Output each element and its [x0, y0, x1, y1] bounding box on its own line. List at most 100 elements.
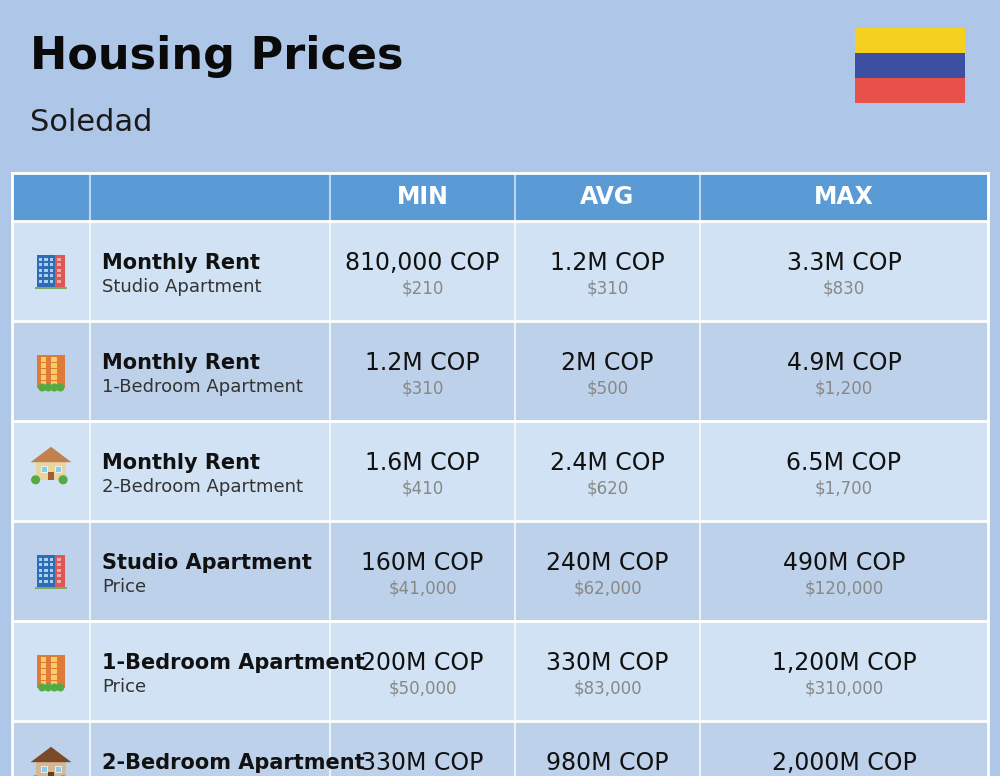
FancyBboxPatch shape	[12, 221, 988, 321]
FancyBboxPatch shape	[44, 558, 48, 560]
FancyBboxPatch shape	[37, 555, 55, 587]
FancyBboxPatch shape	[51, 363, 57, 368]
FancyBboxPatch shape	[41, 675, 46, 680]
Circle shape	[39, 384, 46, 391]
FancyBboxPatch shape	[39, 558, 42, 560]
FancyBboxPatch shape	[44, 569, 48, 572]
FancyBboxPatch shape	[41, 681, 46, 686]
FancyBboxPatch shape	[44, 258, 48, 261]
Text: 330M COP: 330M COP	[546, 651, 669, 675]
Text: $310: $310	[401, 380, 444, 398]
FancyBboxPatch shape	[44, 268, 48, 272]
FancyBboxPatch shape	[41, 357, 46, 362]
Text: $500: $500	[586, 380, 629, 398]
Text: 4.9M COP: 4.9M COP	[787, 351, 901, 375]
FancyBboxPatch shape	[855, 28, 965, 53]
FancyBboxPatch shape	[51, 657, 57, 662]
Circle shape	[45, 684, 52, 691]
FancyBboxPatch shape	[39, 268, 42, 272]
Text: 1.2M COP: 1.2M COP	[365, 351, 480, 375]
FancyBboxPatch shape	[41, 382, 46, 386]
FancyBboxPatch shape	[51, 376, 57, 379]
FancyBboxPatch shape	[55, 555, 65, 587]
Text: 2M COP: 2M COP	[561, 351, 654, 375]
Text: $1,700: $1,700	[815, 480, 873, 498]
Text: 980M COP: 980M COP	[546, 751, 669, 775]
Text: $62,000: $62,000	[573, 580, 642, 598]
Text: 490M COP: 490M COP	[783, 551, 905, 575]
Text: 6.5M COP: 6.5M COP	[786, 451, 902, 475]
Text: Monthly Rent: Monthly Rent	[102, 253, 260, 273]
FancyBboxPatch shape	[39, 580, 42, 583]
Text: 1-Bedroom Apartment: 1-Bedroom Apartment	[102, 653, 365, 673]
FancyBboxPatch shape	[57, 563, 61, 566]
FancyBboxPatch shape	[41, 670, 46, 674]
FancyBboxPatch shape	[12, 173, 988, 221]
FancyBboxPatch shape	[39, 574, 42, 577]
FancyBboxPatch shape	[37, 355, 65, 387]
FancyBboxPatch shape	[36, 462, 66, 480]
Circle shape	[51, 384, 58, 391]
FancyBboxPatch shape	[12, 621, 988, 721]
Text: $410: $410	[401, 480, 444, 498]
Polygon shape	[31, 747, 71, 762]
FancyBboxPatch shape	[39, 263, 42, 266]
Text: $310,000: $310,000	[804, 680, 884, 698]
Text: 1-Bedroom Apartment: 1-Bedroom Apartment	[102, 378, 303, 396]
FancyBboxPatch shape	[50, 569, 53, 572]
FancyBboxPatch shape	[12, 421, 988, 521]
Text: $210: $210	[401, 280, 444, 298]
FancyBboxPatch shape	[12, 521, 988, 621]
FancyBboxPatch shape	[51, 675, 57, 680]
Text: 3.3M COP: 3.3M COP	[787, 251, 901, 275]
FancyBboxPatch shape	[51, 670, 57, 674]
FancyBboxPatch shape	[44, 274, 48, 277]
FancyBboxPatch shape	[57, 258, 61, 261]
Text: 330M COP: 330M COP	[361, 751, 484, 775]
FancyBboxPatch shape	[41, 466, 47, 472]
Text: $50,000: $50,000	[388, 680, 457, 698]
FancyBboxPatch shape	[44, 263, 48, 266]
Text: 200M COP: 200M COP	[361, 651, 484, 675]
FancyBboxPatch shape	[50, 558, 53, 560]
Text: MAX: MAX	[814, 185, 874, 209]
Text: 2-Bedroom Apartment: 2-Bedroom Apartment	[102, 753, 365, 773]
FancyBboxPatch shape	[57, 558, 61, 560]
Text: Price: Price	[102, 678, 146, 696]
Text: 2-Bedroom Apartment: 2-Bedroom Apartment	[102, 478, 303, 496]
FancyBboxPatch shape	[50, 268, 53, 272]
Text: $41,000: $41,000	[388, 580, 457, 598]
FancyBboxPatch shape	[57, 263, 61, 266]
FancyBboxPatch shape	[57, 569, 61, 572]
Circle shape	[51, 684, 58, 691]
FancyBboxPatch shape	[55, 255, 65, 287]
FancyBboxPatch shape	[41, 657, 46, 662]
Text: 1.2M COP: 1.2M COP	[550, 251, 665, 275]
Text: 1,200M COP: 1,200M COP	[772, 651, 916, 675]
Text: 1.6M COP: 1.6M COP	[365, 451, 480, 475]
FancyBboxPatch shape	[12, 321, 988, 421]
Text: Studio Apartment: Studio Apartment	[102, 553, 312, 573]
FancyBboxPatch shape	[57, 280, 61, 282]
FancyBboxPatch shape	[41, 663, 46, 667]
Circle shape	[32, 476, 39, 483]
Circle shape	[57, 684, 64, 691]
FancyBboxPatch shape	[57, 274, 61, 277]
Polygon shape	[31, 447, 71, 462]
FancyBboxPatch shape	[50, 280, 53, 282]
FancyBboxPatch shape	[37, 255, 55, 287]
FancyBboxPatch shape	[41, 363, 46, 368]
Text: $1,200: $1,200	[815, 380, 873, 398]
Circle shape	[59, 476, 67, 483]
FancyBboxPatch shape	[51, 663, 57, 667]
Text: Studio Apartment: Studio Apartment	[102, 278, 262, 296]
FancyBboxPatch shape	[50, 574, 53, 577]
FancyBboxPatch shape	[35, 587, 67, 589]
Text: 810,000 COP: 810,000 COP	[345, 251, 500, 275]
FancyBboxPatch shape	[50, 563, 53, 566]
FancyBboxPatch shape	[44, 563, 48, 566]
FancyBboxPatch shape	[44, 580, 48, 583]
FancyBboxPatch shape	[57, 580, 61, 583]
Text: Monthly Rent: Monthly Rent	[102, 353, 260, 373]
FancyBboxPatch shape	[48, 772, 54, 776]
